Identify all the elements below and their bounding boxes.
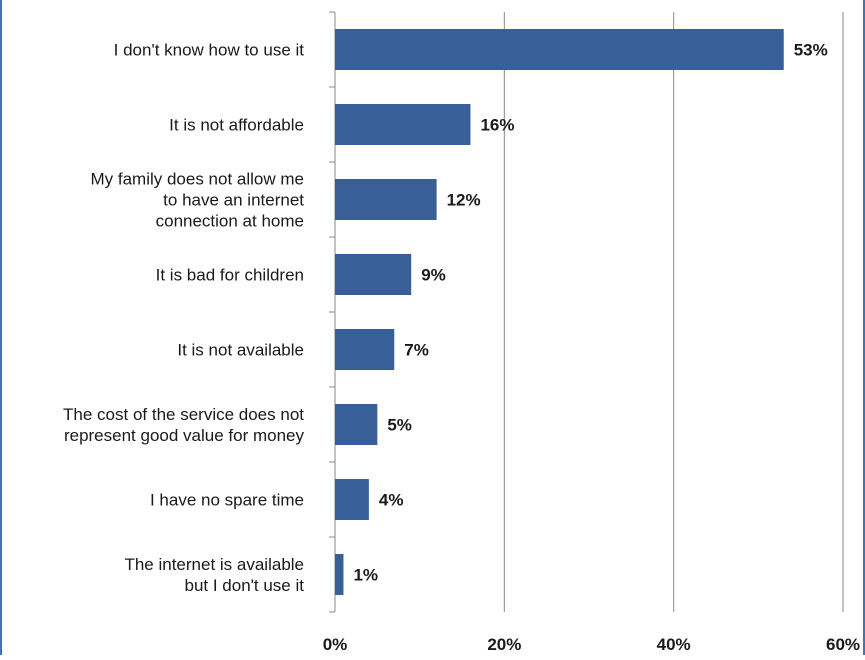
category-label-2: My family does not allow me to have an in… bbox=[90, 170, 304, 231]
category-label-line: My family does not allow me bbox=[90, 170, 304, 189]
category-label-line: I don't know how to use it bbox=[114, 41, 305, 60]
category-label-line: connection at home bbox=[156, 212, 304, 231]
x-tick-label-0: 0% bbox=[323, 635, 348, 654]
category-label-line: It is bad for children bbox=[156, 266, 304, 285]
data-label-6: 4% bbox=[379, 491, 404, 510]
bar-2 bbox=[335, 179, 437, 220]
data-label-4: 7% bbox=[404, 341, 429, 360]
x-tick-label-20: 20% bbox=[487, 635, 521, 654]
bar-0 bbox=[335, 29, 784, 70]
bar-5 bbox=[335, 404, 378, 445]
x-tick-label-60: 60% bbox=[826, 635, 860, 654]
category-label-6: I have no spare time bbox=[150, 491, 304, 510]
category-label-3: It is bad for children bbox=[156, 266, 304, 285]
bar-3 bbox=[335, 254, 412, 295]
bar-4 bbox=[335, 329, 395, 370]
category-label-line: to have an internet bbox=[163, 191, 304, 210]
category-label-line: The internet is available bbox=[124, 555, 304, 574]
category-label-line: but I don't use it bbox=[185, 576, 305, 595]
category-label-line: The cost of the service does not bbox=[63, 405, 304, 424]
category-label-line: It is not affordable bbox=[169, 116, 304, 135]
frame-edge-left bbox=[0, 0, 2, 655]
category-label-line: I have no spare time bbox=[150, 491, 304, 510]
bar-1 bbox=[335, 104, 471, 145]
category-label-0: I don't know how to use it bbox=[114, 41, 305, 60]
data-label-0: 53% bbox=[794, 41, 828, 60]
category-label-7: The internet is available but I don't use… bbox=[124, 555, 304, 595]
frame-edge-right bbox=[863, 0, 865, 655]
bar-6 bbox=[335, 479, 369, 520]
data-label-7: 1% bbox=[353, 566, 378, 585]
category-label-5: The cost of the service does not represen… bbox=[63, 405, 304, 445]
data-label-1: 16% bbox=[480, 116, 514, 135]
data-label-3: 9% bbox=[421, 266, 446, 285]
category-label-4: It is not available bbox=[177, 341, 304, 360]
data-label-2: 12% bbox=[447, 191, 481, 210]
category-label-line: It is not available bbox=[177, 341, 304, 360]
bar-7 bbox=[335, 554, 344, 595]
category-label-line: represent good value for money bbox=[64, 426, 305, 445]
category-label-1: It is not affordable bbox=[169, 116, 304, 135]
data-label-5: 5% bbox=[387, 416, 412, 435]
x-tick-label-40: 40% bbox=[657, 635, 691, 654]
